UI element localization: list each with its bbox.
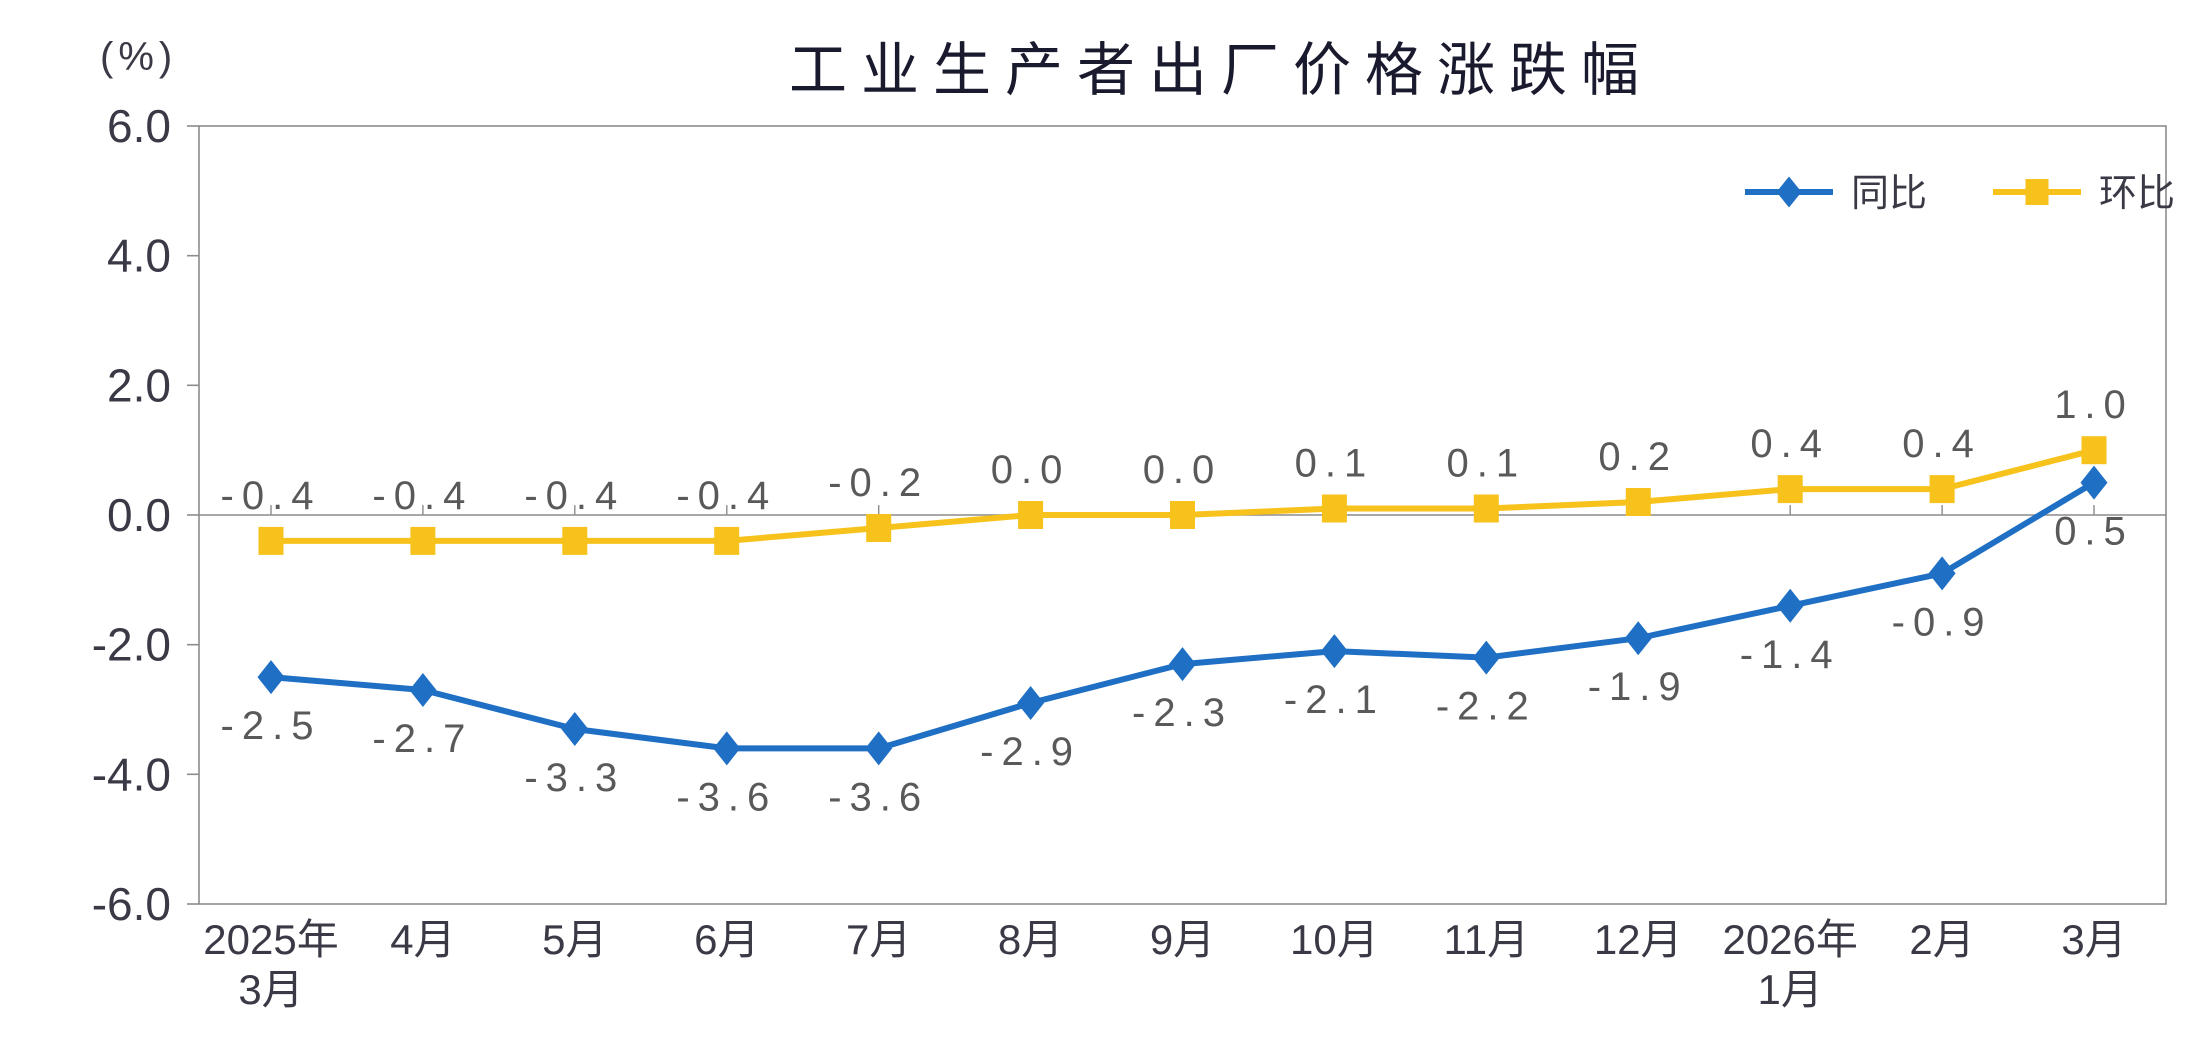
svg-text:0.1: 0.1 xyxy=(1295,442,1375,486)
svg-text:0.0: 0.0 xyxy=(107,489,171,541)
svg-text:-1.9: -1.9 xyxy=(1588,665,1689,709)
svg-text:-2.0: -2.0 xyxy=(92,619,171,671)
svg-text:-0.4: -0.4 xyxy=(221,474,322,518)
svg-text:0.4: 0.4 xyxy=(1750,422,1830,466)
svg-text:-3.6: -3.6 xyxy=(828,775,929,819)
svg-text:6月: 6月 xyxy=(694,916,759,963)
svg-text:1.0: 1.0 xyxy=(2054,383,2134,427)
svg-text:-0.4: -0.4 xyxy=(524,474,625,518)
svg-text:10月: 10月 xyxy=(1290,916,1379,963)
svg-text:-3.6: -3.6 xyxy=(676,775,777,819)
svg-text:环比: 环比 xyxy=(2099,173,2175,215)
svg-text:11月: 11月 xyxy=(1443,916,1529,963)
svg-text:0.5: 0.5 xyxy=(2054,510,2134,554)
svg-text:12月: 12月 xyxy=(1594,916,1683,963)
svg-text:0.1: 0.1 xyxy=(1446,442,1526,486)
svg-text:-2.7: -2.7 xyxy=(372,717,473,761)
svg-text:-4.0: -4.0 xyxy=(92,748,171,800)
svg-text:同比: 同比 xyxy=(1851,173,1927,215)
svg-text:-0.4: -0.4 xyxy=(372,474,473,518)
svg-text:-2.3: -2.3 xyxy=(1132,691,1233,735)
svg-text:-0.2: -0.2 xyxy=(828,461,929,505)
svg-text:工业生产者出厂价格涨跌幅: 工业生产者出厂价格涨跌幅 xyxy=(789,38,1653,103)
svg-text:-2.1: -2.1 xyxy=(1284,678,1385,722)
svg-text:0.2: 0.2 xyxy=(1598,435,1678,479)
svg-text:-0.9: -0.9 xyxy=(1892,600,1993,644)
svg-text:3月: 3月 xyxy=(238,966,303,1013)
svg-text:0.0: 0.0 xyxy=(991,448,1071,492)
svg-text:8月: 8月 xyxy=(998,916,1063,963)
svg-text:2.0: 2.0 xyxy=(107,359,171,411)
svg-text:1月: 1月 xyxy=(1758,966,1823,1013)
svg-text:(%): (%) xyxy=(100,35,177,79)
svg-text:3月: 3月 xyxy=(2061,916,2126,963)
svg-text:9月: 9月 xyxy=(1150,916,1215,963)
svg-text:0.0: 0.0 xyxy=(1143,448,1223,492)
svg-text:2025年: 2025年 xyxy=(203,916,338,963)
svg-text:4月: 4月 xyxy=(390,916,455,963)
svg-text:7月: 7月 xyxy=(846,916,911,963)
svg-text:-2.9: -2.9 xyxy=(980,730,1081,774)
svg-text:-0.4: -0.4 xyxy=(676,474,777,518)
svg-text:-6.0: -6.0 xyxy=(92,878,171,930)
svg-text:-2.5: -2.5 xyxy=(221,704,322,748)
svg-text:-2.2: -2.2 xyxy=(1436,685,1537,729)
svg-text:6.0: 6.0 xyxy=(107,100,171,152)
svg-text:2月: 2月 xyxy=(1909,916,1974,963)
svg-text:2026年: 2026年 xyxy=(1722,916,1857,963)
svg-text:-1.4: -1.4 xyxy=(1740,633,1841,677)
svg-text:4.0: 4.0 xyxy=(107,230,171,282)
svg-text:5月: 5月 xyxy=(542,916,607,963)
svg-text:0.4: 0.4 xyxy=(1902,422,1982,466)
svg-text:-3.3: -3.3 xyxy=(524,756,625,800)
